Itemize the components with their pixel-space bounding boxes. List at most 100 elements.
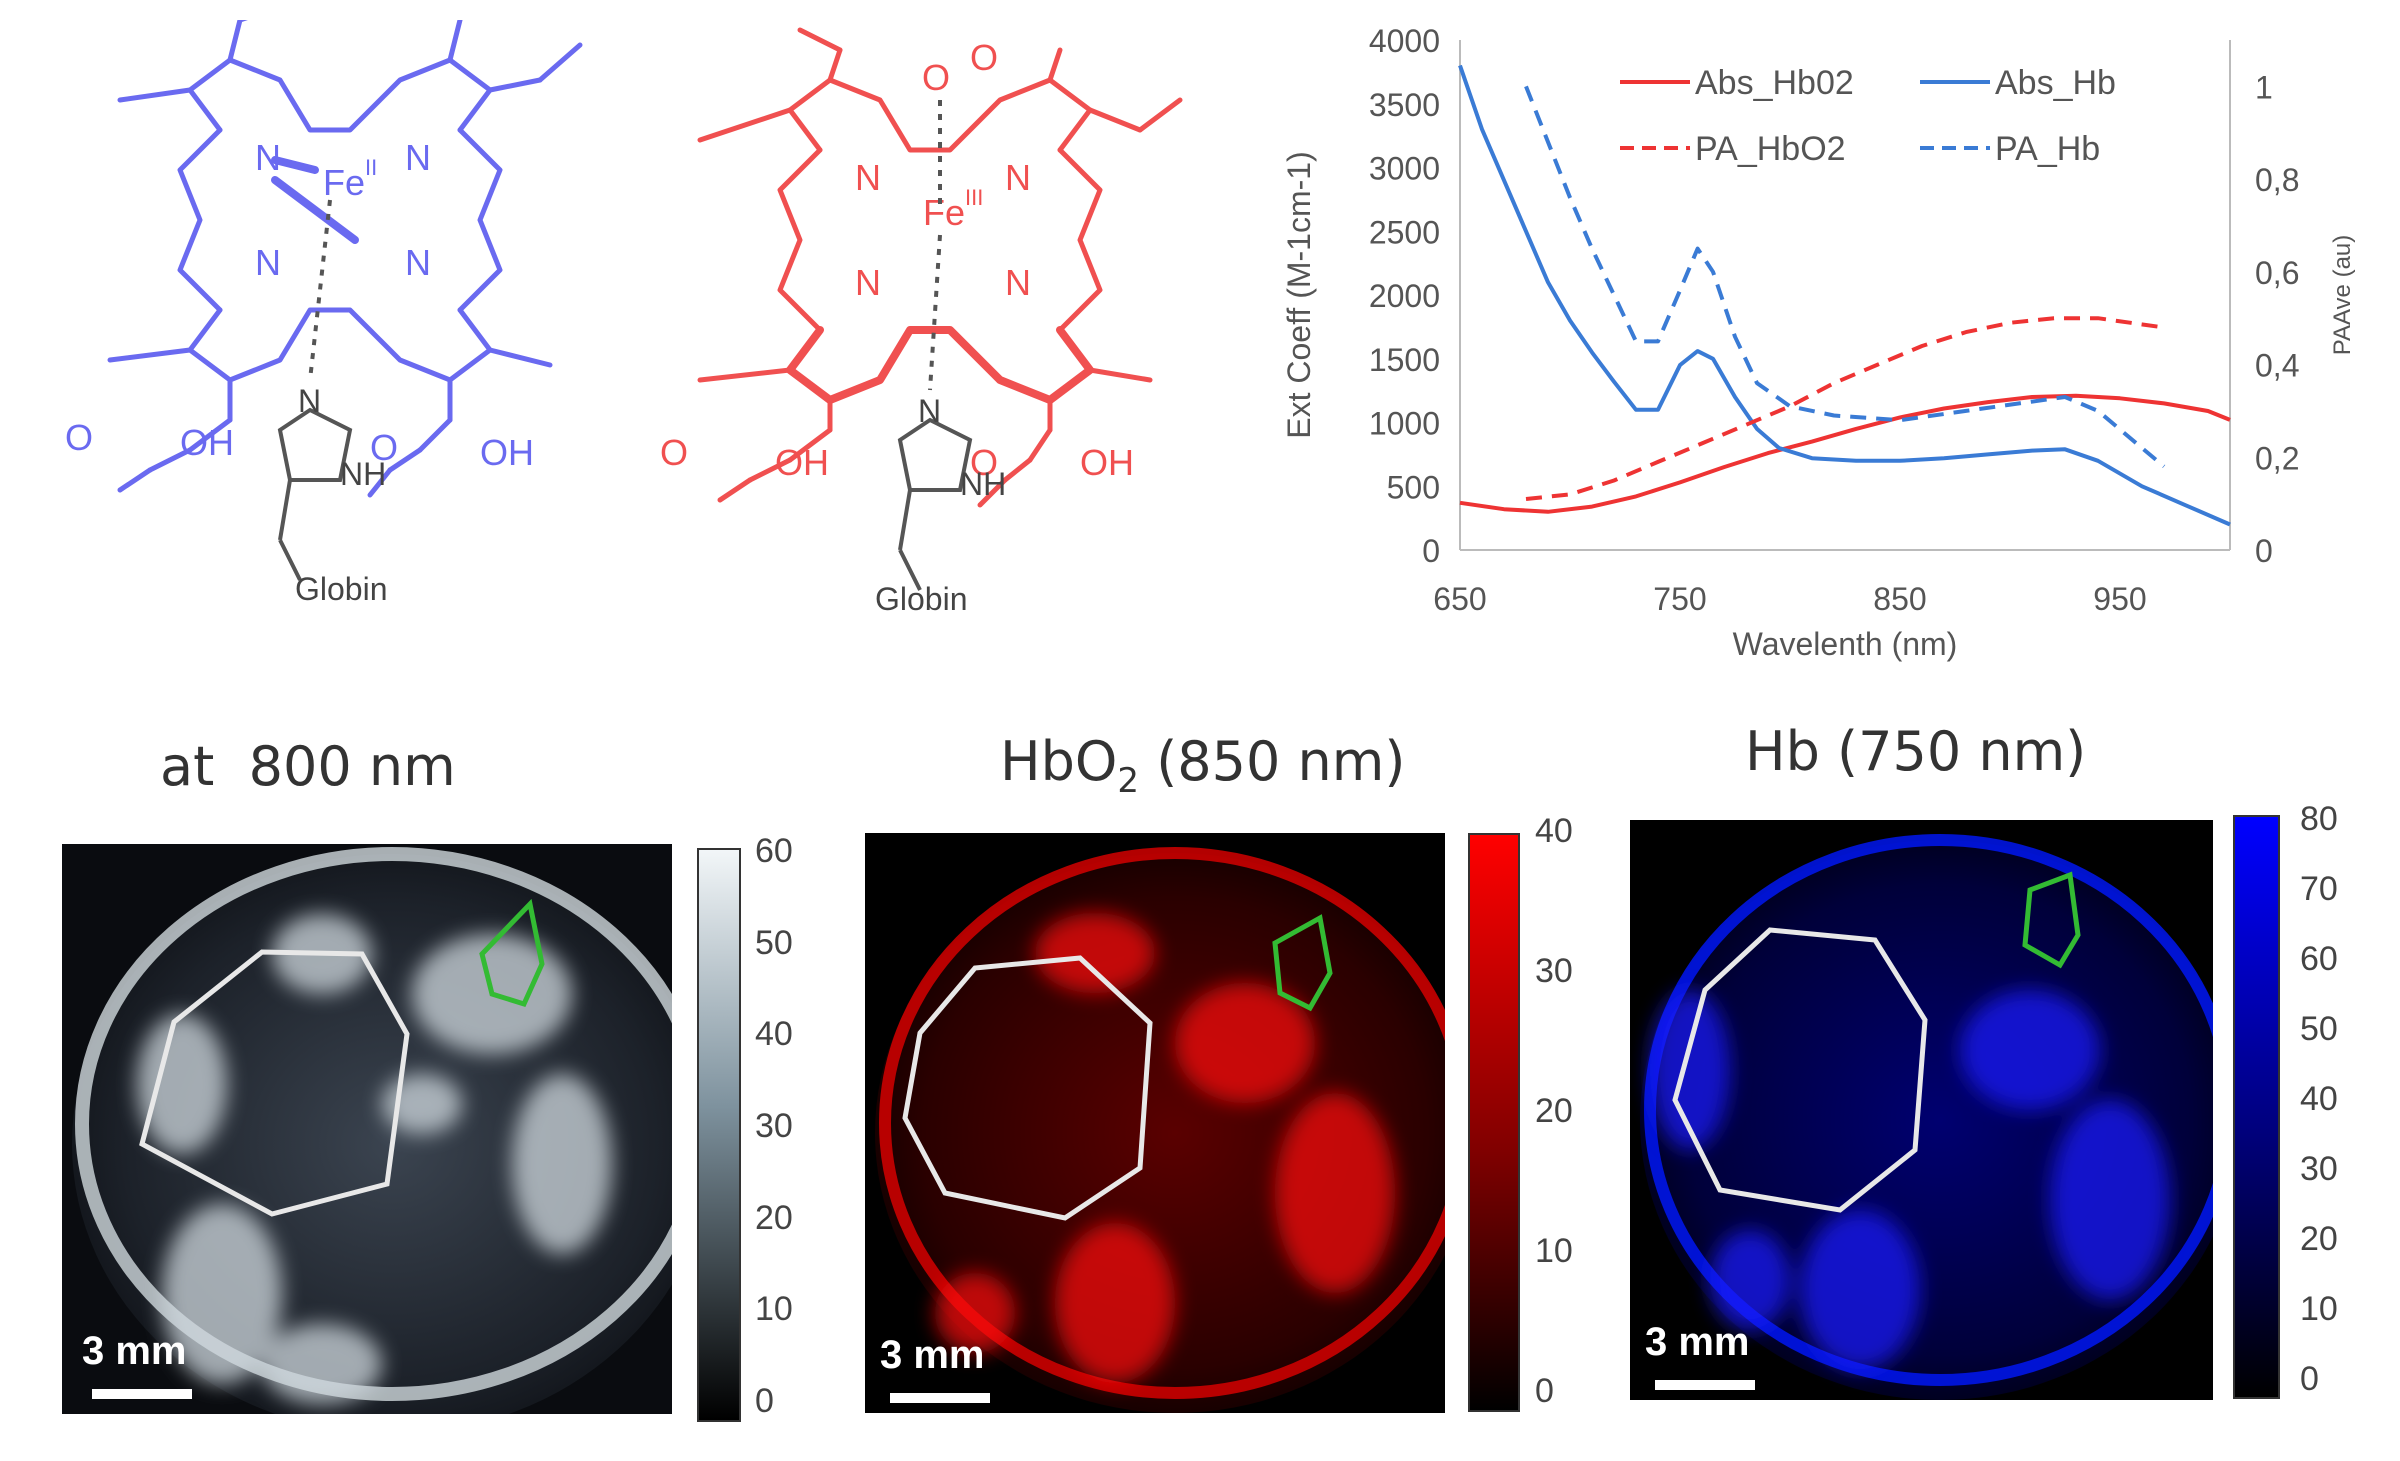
colorbar-tick-label: 20 <box>2300 1220 2338 1258</box>
imidazole-n-label: N <box>918 393 941 429</box>
n-atom-label: N <box>405 242 431 283</box>
legend-label-abs-hbo2: Abs_Hb02 <box>1695 64 1854 102</box>
scale-bar <box>890 1393 990 1403</box>
tumor-roi-outline <box>1672 927 1928 1213</box>
colorbar-tick-label: 10 <box>2300 1290 2338 1328</box>
x-tick-label: 950 <box>2093 581 2146 617</box>
n-atom-label: N <box>855 157 881 198</box>
panel-1-title: at 800 nm <box>160 735 456 798</box>
pa-image-800nm-map <box>72 847 672 1414</box>
x-tick-label: 850 <box>1873 581 1926 617</box>
pa-image-hb-map <box>1640 834 2213 1400</box>
legend-label-pa-hb: PA_Hb <box>1995 130 2100 168</box>
colorbar-tick-label: 30 <box>755 1107 793 1145</box>
y-tick-label: 1000 <box>1369 406 1440 442</box>
pa-image-hb-750nm: 3 mm <box>1630 820 2213 1400</box>
n-atom-label: N <box>1005 157 1031 198</box>
imidazole-nh-label: NH <box>340 456 386 492</box>
colorbar-800nm-ticks: 60 50 40 30 20 10 0 <box>755 832 825 1422</box>
y-tick-label: 2500 <box>1369 214 1440 250</box>
fe-oxidation-label: III <box>965 185 983 210</box>
colorbar-tick-label: 40 <box>2300 1080 2338 1118</box>
colorbar-tick-label: 10 <box>1535 1232 1573 1270</box>
chart-legend: Abs_Hb02 Abs_Hb PA_HbO2 PA_Hb <box>1620 64 2116 168</box>
absorption-pa-spectra-chart: 0 500 1000 1500 2000 2500 3000 3500 4000 0 0,2 0,4… <box>1281 23 2356 662</box>
scale-bar-label: 3 mm <box>1645 1320 1750 1364</box>
colorbar-tick-label: 80 <box>2300 800 2338 838</box>
colorbar-tick-label: 0 <box>2300 1360 2319 1398</box>
colorbar-tick-label: 60 <box>2300 940 2338 978</box>
series-line-abs-hb <box>1458 64 2231 527</box>
panel-1-title-prefix: at <box>160 735 215 798</box>
colorbar-hbo2 <box>1468 833 1520 1412</box>
colorbar-tick-label: 20 <box>755 1198 793 1237</box>
n-atom-label: N <box>255 137 281 178</box>
colorbar-tick-label: 40 <box>755 1015 793 1054</box>
pa-image-hbo2-map <box>875 847 1445 1413</box>
tumor-roi-outline <box>902 955 1153 1221</box>
tumor-roi-outline <box>139 949 410 1217</box>
vessel-roi-outline <box>479 898 545 1008</box>
colorbar-tick-label: 60 <box>755 832 793 870</box>
panel-2-title: HbO2 (850 nm) <box>1000 730 1405 801</box>
y-axis-label: Ext Coeff (M-1cm-1) <box>1281 151 1317 438</box>
panel-2-title-rest: (850 nm) <box>1139 730 1406 793</box>
colorbar-tick-label: 40 <box>1535 812 1573 850</box>
legend-label-pa-hbo2: PA_HbO2 <box>1695 130 1846 168</box>
series-line-pa-hb <box>1524 85 2166 469</box>
n-atom-label: N <box>405 137 431 178</box>
panel-1-title-main: 800 nm <box>248 735 456 798</box>
panel-3-title: Hb (750 nm) <box>1745 720 2086 783</box>
y-tick-label: 500 <box>1387 469 1440 505</box>
vessel-roi-outline <box>2022 871 2081 969</box>
acid-oh-label: OH <box>180 422 234 463</box>
colorbar-tick-label: 10 <box>755 1290 793 1329</box>
dioxygen-o-label: O <box>922 57 950 98</box>
imidazole-nh-label: NH <box>960 466 1006 502</box>
scale-bar-label: 3 mm <box>880 1333 985 1377</box>
y2-axis-label: PAAve (au) <box>2329 235 2356 356</box>
colorbar-tick-label: 70 <box>2300 870 2338 908</box>
y2-tick-label: 1 <box>2255 69 2273 105</box>
heme-feIII-o2-structure: N N N N Fe III O O O OH O OH N NH Globin <box>660 27 1183 617</box>
series-line-abs-hb02 <box>1459 393 2231 514</box>
y-tick-label: 2000 <box>1369 278 1440 314</box>
panel-3-title-main: Hb (750 nm) <box>1745 720 2087 783</box>
heme-feII-structure: N N N N Fe II O OH O OH N NH Globin <box>65 20 583 607</box>
x-axis-label: Wavelenth (nm) <box>1733 626 1958 662</box>
n-atom-label: N <box>1005 262 1031 303</box>
globin-label: Globin <box>875 581 968 617</box>
x-tick-label: 650 <box>1433 581 1486 617</box>
n-atom-label: N <box>855 262 881 303</box>
pa-image-hbo2-850nm: 3 mm <box>865 833 1445 1413</box>
x-tick-label: 750 <box>1653 581 1706 617</box>
panel-2-title-main: HbO <box>1000 730 1118 793</box>
colorbar-tick-label: 0 <box>755 1382 774 1420</box>
carbonyl-o-label: O <box>970 442 998 483</box>
colorbar-hb <box>2233 815 2280 1399</box>
colorbar-800nm <box>697 848 741 1422</box>
fe-label: Fe <box>323 162 365 203</box>
acid-oh-label: OH <box>480 432 534 473</box>
y2-tick-label: 0,8 <box>2255 162 2299 198</box>
vessel-roi-outline <box>1272 914 1333 1012</box>
colorbar-tick-label: 30 <box>2300 1150 2338 1188</box>
dioxygen-o-label: O <box>970 37 998 78</box>
fe-label: Fe <box>923 192 965 233</box>
y2-tick-label: 0 <box>2255 533 2273 569</box>
colorbar-hb-ticks: 80 70 60 50 40 30 20 10 0 <box>2300 800 2370 1400</box>
pa-image-800nm: 3 mm <box>62 844 672 1414</box>
y-tick-label: 4000 <box>1369 23 1440 59</box>
scale-bar <box>1655 1380 1755 1390</box>
panel-2-title-subscript: 2 <box>1117 760 1140 801</box>
y2-tick-label: 0,2 <box>2255 440 2299 476</box>
carbonyl-o-label: O <box>370 427 398 468</box>
y-tick-label: 3000 <box>1369 151 1440 187</box>
colorbar-tick-label: 0 <box>1535 1372 1554 1410</box>
y2-tick-label: 0,6 <box>2255 255 2299 291</box>
globin-label: Globin <box>295 571 388 607</box>
acid-oh-label: OH <box>1080 442 1134 483</box>
colorbar-tick-label: 30 <box>1535 952 1573 990</box>
y-tick-label: 1500 <box>1369 342 1440 378</box>
y-tick-label: 3500 <box>1369 87 1440 123</box>
